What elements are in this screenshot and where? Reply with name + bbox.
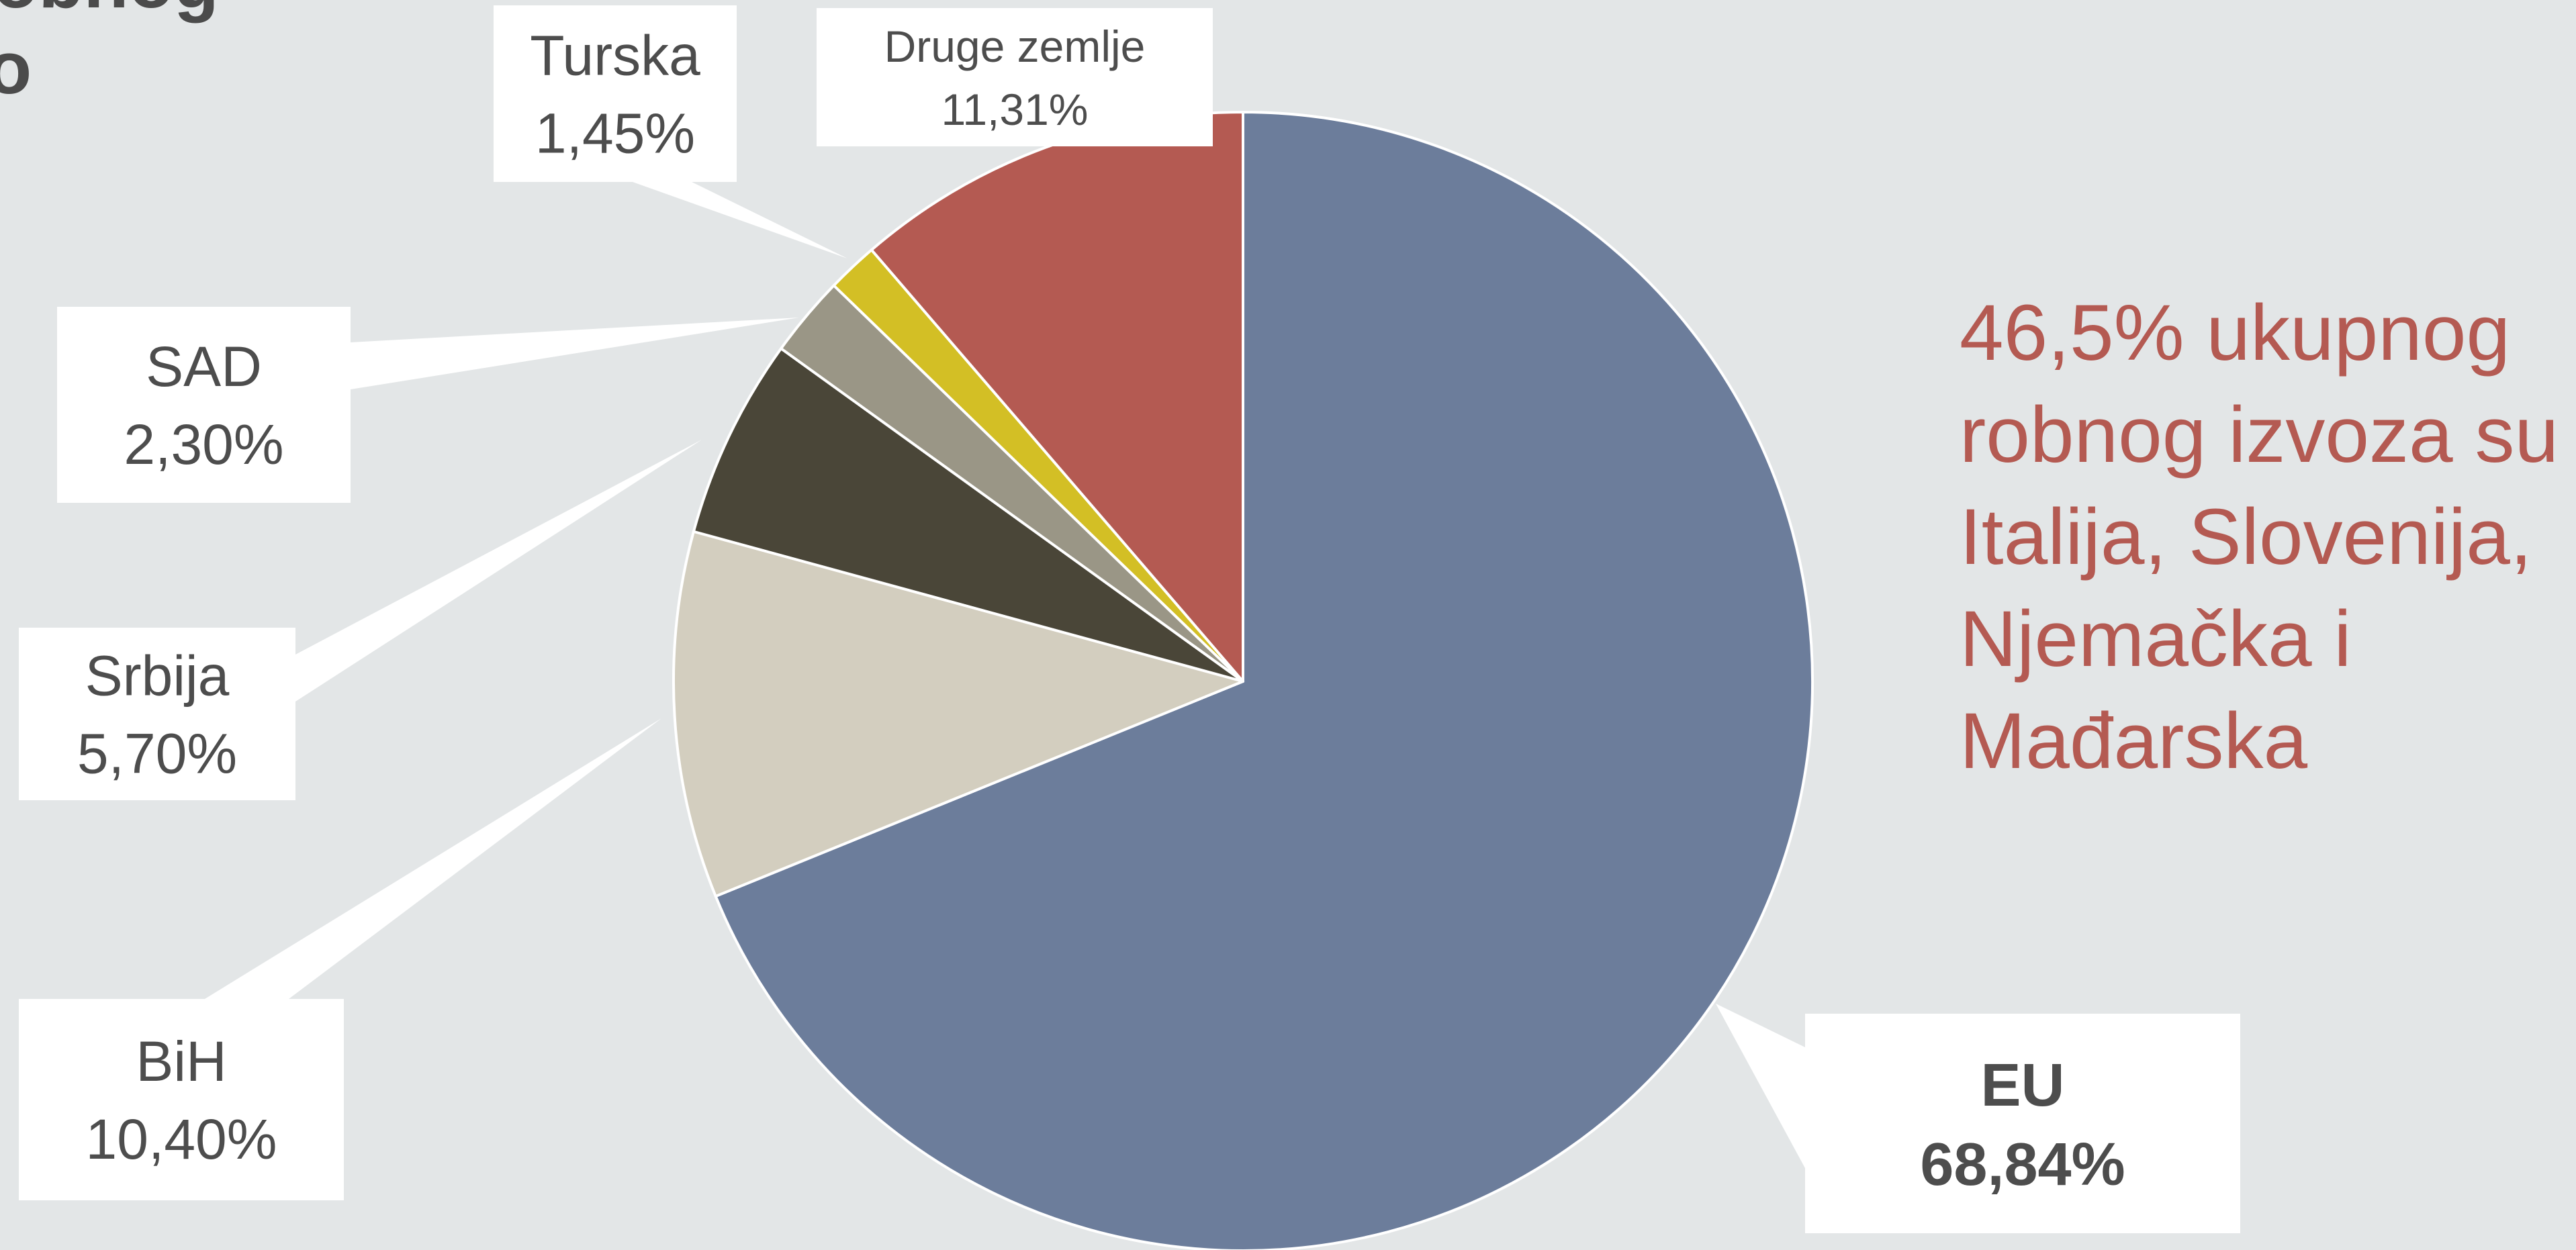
leader-line-srbija — [295, 440, 702, 702]
data-label-value-srbija: 5,70% — [77, 722, 237, 785]
leader-line-turska — [633, 182, 847, 258]
data-label-value-druge-zemlje: 11,31% — [941, 85, 1089, 134]
leader-lines — [205, 182, 1805, 1168]
data-label-value-eu: 68,84% — [1920, 1131, 2125, 1198]
label-box-turska — [494, 5, 737, 182]
data-label-name-sad: SAD — [146, 335, 262, 398]
data-label-name-srbija: Srbija — [85, 644, 230, 708]
slide-title-fragment: obnog o — [0, 0, 222, 111]
leader-line-sad — [351, 318, 799, 389]
pie-slice-eu — [714, 111, 1814, 1250]
data-label-name-eu: EU — [1980, 1052, 2064, 1119]
pie-slice-srbija — [692, 347, 1244, 683]
data-label-value-bih: 10,40% — [86, 1108, 277, 1171]
data-label-name-turska: Turska — [530, 24, 700, 87]
label-box-sad — [57, 307, 351, 503]
label-box-bih — [19, 999, 344, 1200]
leader-line-bih — [205, 718, 661, 999]
data-labels: EU 68,84% BiH 10,40% Srbija 5,70% SAD 2,30% Turs… — [19, 5, 2240, 1233]
label-box-srbija — [19, 628, 295, 800]
slide-title-line-1: obnog — [0, 0, 222, 26]
data-label-value-sad: 2,30% — [124, 413, 283, 476]
data-label-value-turska: 1,45% — [535, 102, 695, 165]
data-label-name-druge-zemlje: Druge zemlje — [884, 21, 1146, 71]
label-box-eu — [1805, 1014, 2240, 1233]
pie-slices — [672, 111, 1814, 1250]
slide-title-line-2: o — [0, 27, 32, 109]
data-label-name-bih: BiH — [136, 1030, 226, 1093]
pie-slice-bih — [672, 530, 1244, 898]
leader-line-eu — [1716, 1004, 1805, 1168]
export-share-note: 46,5% ukupnog robnog izvoza su Italija, … — [1960, 289, 2559, 785]
label-box-druge-zemlje — [817, 8, 1213, 146]
